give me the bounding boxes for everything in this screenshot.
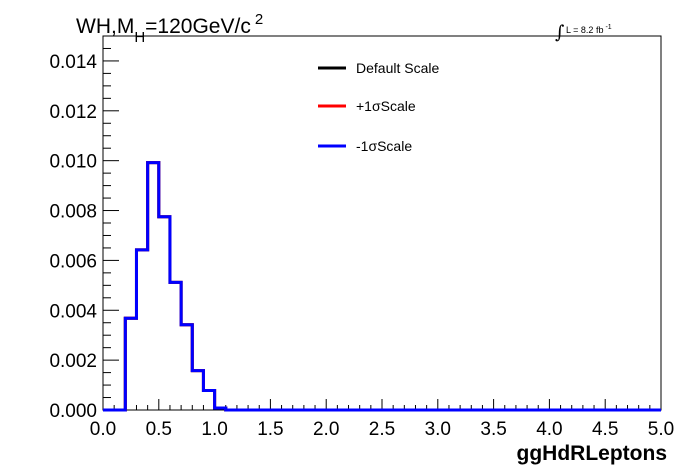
y-tick-label: 0.010 (49, 152, 97, 173)
title-superscript: 2 (255, 11, 263, 28)
title-subscript: H (134, 29, 145, 46)
x-tick-label: 4.5 (592, 419, 618, 440)
x-tick-label: 1.0 (201, 419, 227, 440)
plot-frame (102, 35, 662, 411)
x-tick-label: 3.5 (480, 419, 506, 440)
integral-symbol: ∫ (555, 22, 565, 43)
legend-label: +1σScale (356, 98, 416, 114)
svg-text:WH,MH=120GeV/c2: WH,MH=120GeV/c 2 (76, 11, 263, 46)
chart-title: WH,MH=120GeV/c 2 (76, 11, 263, 46)
x-axis-label: ggHdRLeptons (517, 442, 667, 465)
x-tick-label: 0.5 (146, 419, 172, 440)
y-tick-label: 0.014 (49, 52, 97, 73)
series-line-0 (103, 161, 661, 412)
y-tick-label: 0.004 (49, 301, 97, 322)
luminosity-label: ∫ L = 8.2 fb -1 (555, 22, 612, 43)
x-tick-label: 3.0 (425, 419, 451, 440)
legend-label: -1σScale (356, 138, 412, 154)
y-tick-label: 0.008 (49, 202, 97, 223)
x-tick-label: 2.5 (369, 419, 395, 440)
series-line-1 (103, 161, 661, 412)
x-tick-label: 4.0 (536, 419, 562, 440)
legend-label: Default Scale (356, 60, 439, 76)
x-tick-label: 0.0 (90, 419, 116, 440)
x-tick-label: 2.0 (313, 419, 339, 440)
y-tick-label: 0.012 (49, 102, 97, 123)
legend: Default Scale +1σScale -1σScale (318, 60, 439, 154)
x-tick-label: 5.0 (648, 419, 674, 440)
lumi-text: L = 8.2 fb -1 (566, 24, 612, 35)
y-tick-label: 0.002 (49, 351, 97, 372)
y-tick-label: 0.000 (49, 401, 97, 422)
title-rest: =120GeV/c (145, 15, 251, 38)
x-tick-label: 1.5 (257, 419, 283, 440)
y-tick-label: 0.006 (49, 251, 97, 272)
title-main: WH,M (76, 15, 134, 38)
series-line-2 (103, 161, 661, 412)
